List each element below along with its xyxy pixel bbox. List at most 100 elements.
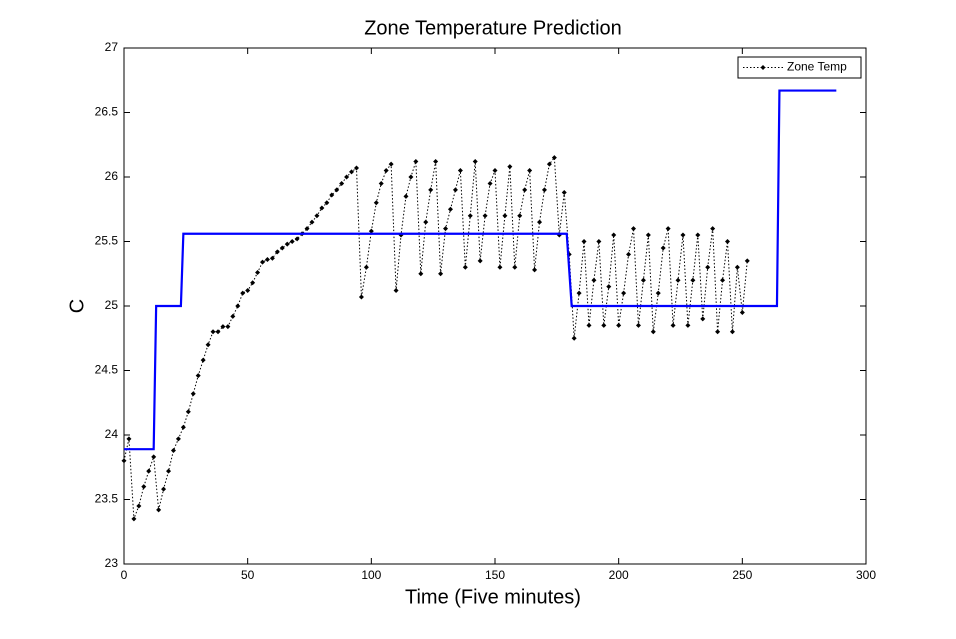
x-tick-label: 250 [732,568,752,582]
data-point [724,239,730,244]
data-point [388,161,394,167]
data-point [675,277,681,283]
data-point [190,391,196,397]
data-point [294,236,300,242]
data-point [690,277,696,283]
data-point [734,264,740,270]
data-point [729,329,735,335]
data-point [289,239,295,244]
data-point [482,213,488,219]
data-point [462,264,468,270]
data-point [452,187,458,193]
data-point [368,228,374,234]
data-point [680,232,686,238]
data-point [195,373,201,379]
data-point [541,187,547,193]
x-tick-label: 0 [121,568,128,582]
data-point [527,168,533,174]
data-point [502,213,508,219]
data-point [591,277,597,283]
data-point [645,232,651,238]
data-point [626,251,632,257]
data-point [255,269,261,275]
data-point [373,200,379,206]
data-point [230,313,236,319]
series [124,89,837,451]
data-point [260,259,266,265]
data-point [205,342,211,348]
data-point [309,219,315,225]
data-point [635,322,641,328]
data-point [314,213,320,219]
x-tick-label: 100 [361,568,381,582]
data-point [665,226,671,232]
chart-title: Zone Temperature Prediction [364,17,622,39]
data-point [334,187,340,193]
data-point [581,239,587,244]
y-tick-label: 26.5 [95,105,119,119]
data-point [705,264,711,270]
data-point [324,200,330,206]
data-point [532,267,538,273]
y-tick-label: 25.5 [95,234,119,248]
data-point [220,324,226,330]
data-point [403,193,409,199]
data-point [250,280,256,286]
data-point [720,277,726,283]
data-point [517,213,523,219]
data-point [344,174,350,180]
data-point [507,164,513,170]
data-point [264,257,270,263]
data-point [739,309,745,315]
data-point [492,168,498,174]
data-point [166,468,172,474]
data-point [685,322,691,328]
data-point [433,159,439,165]
data-point [744,258,750,264]
data-point [339,180,345,186]
data-point [180,424,186,430]
data-point [655,290,661,296]
y-tick-label: 23 [105,556,119,570]
data-point [126,436,132,442]
data-point [606,284,612,290]
data-point [274,249,280,255]
data-point [284,241,290,247]
data-point [156,507,162,513]
data-point [487,180,493,186]
data-point [358,294,364,300]
x-axis-label: Time (Five minutes) [405,586,581,608]
data-point [443,226,449,232]
data-point [710,226,716,232]
y-tick-label: 27 [105,40,119,54]
data-point [363,264,369,270]
data-point [383,168,389,174]
data-point [349,169,355,175]
data-point [457,168,463,174]
data-point [561,189,567,195]
data-point [611,232,617,238]
data-point [200,357,206,363]
data-point [472,159,478,165]
y-tick-label: 25 [105,298,119,312]
data-point [215,329,221,335]
data-point [304,226,310,232]
data-point [512,264,518,270]
data-point [447,206,453,212]
data-point [141,484,147,490]
data-point [225,324,231,330]
data-point [353,165,359,171]
data-point [551,155,557,161]
data-point [700,316,706,322]
data-point [329,192,335,198]
data-point [418,271,424,277]
data-point [210,329,216,335]
y-axis-label: C [66,299,88,313]
data-point [621,290,627,296]
data-point [378,180,384,186]
data-point [571,335,577,341]
x-tick-label: 150 [485,568,505,582]
data-point [477,258,483,264]
